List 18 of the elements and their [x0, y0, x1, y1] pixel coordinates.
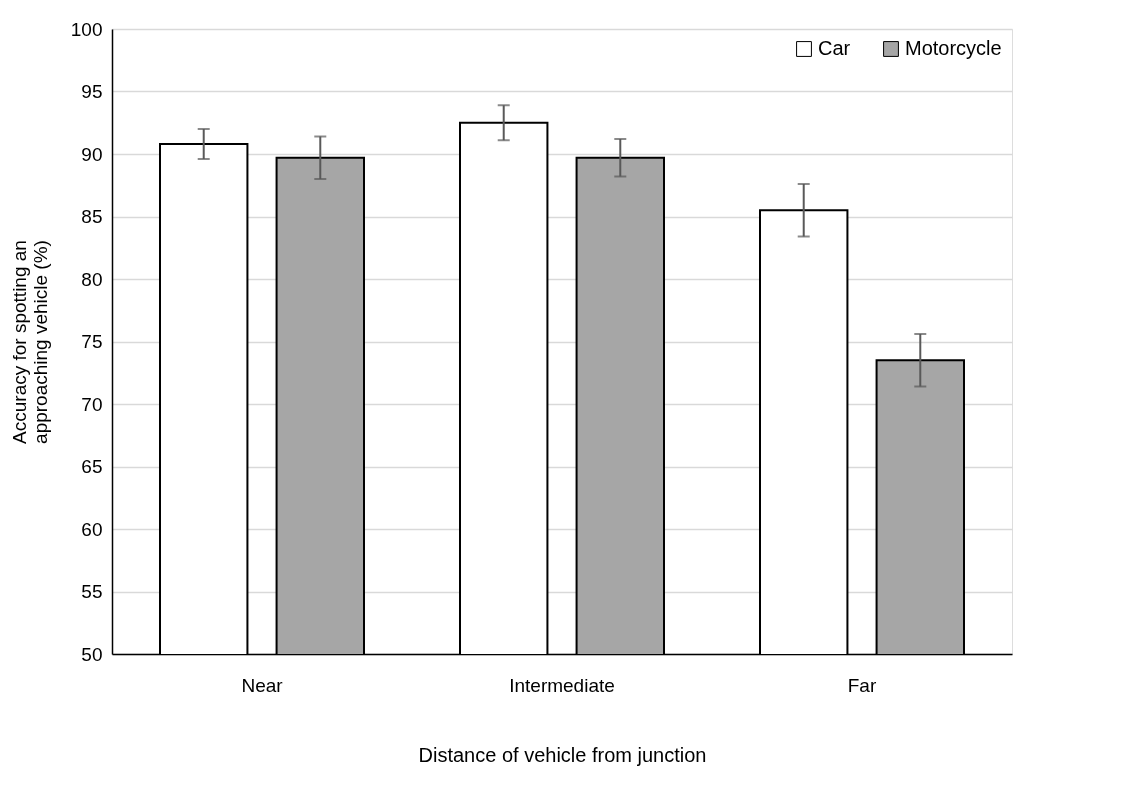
- y-tick-label: 95: [81, 81, 103, 102]
- y-tick-label: 85: [81, 206, 103, 227]
- x-tick-label: Far: [847, 674, 877, 696]
- x-axis-title: Distance of vehicle from junction: [418, 743, 707, 766]
- x-tick-label: Intermediate: [509, 674, 615, 696]
- y-axis-title: Accuracy for spotting an approaching vehicle (%): [8, 240, 51, 444]
- y-tick-label: 80: [81, 268, 103, 290]
- y-tick-label: 75: [81, 331, 103, 352]
- y-tick-label: 90: [81, 143, 103, 165]
- y-tick-label: 70: [81, 393, 103, 415]
- y-tick-label: 55: [81, 581, 103, 602]
- legend-label: Motorcycle: [905, 37, 1002, 59]
- y-tick-label: 60: [81, 518, 103, 540]
- x-tick-label: Near: [241, 674, 284, 696]
- y-tick-label: 65: [81, 456, 103, 477]
- y-tick-label: 100: [70, 18, 103, 40]
- legend-label: Car: [818, 37, 851, 59]
- y-tick-label: 50: [81, 643, 103, 665]
